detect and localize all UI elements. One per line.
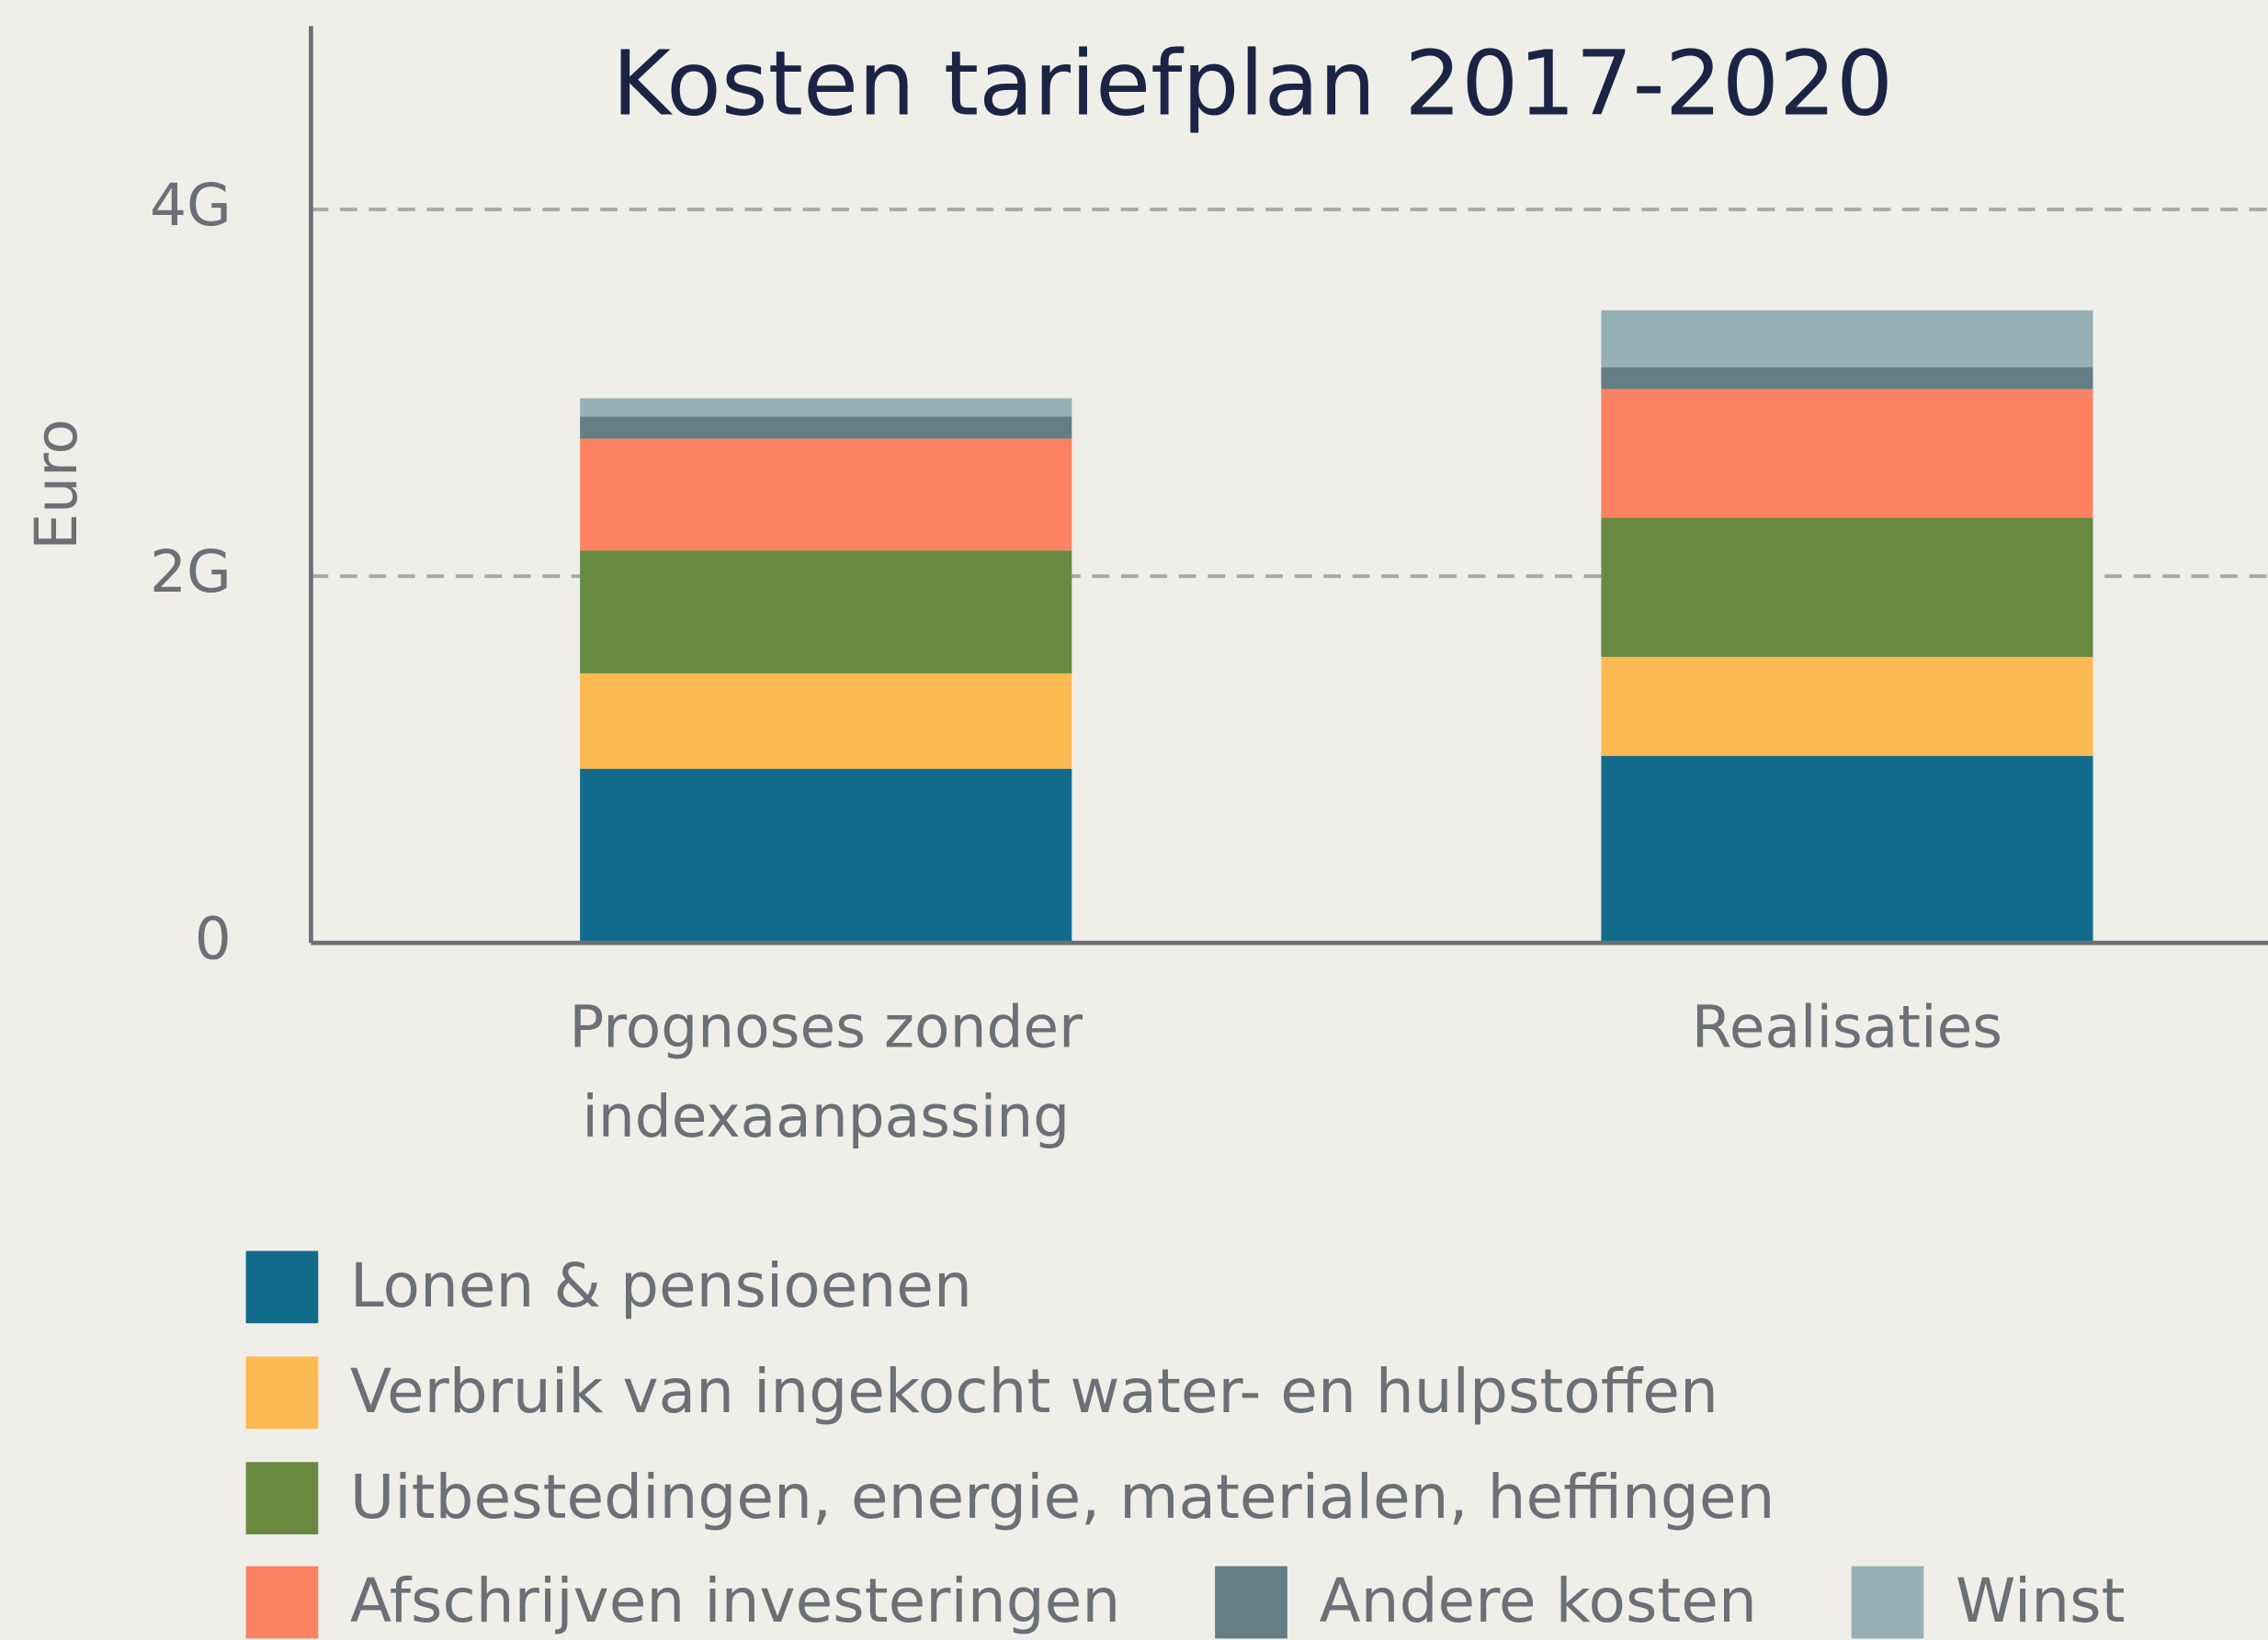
- bar-segment: [580, 673, 1072, 769]
- y-tick-label: 2G: [150, 538, 232, 605]
- y-tick-label: 0: [195, 905, 232, 972]
- bar-segment: [580, 768, 1072, 944]
- legend-swatch: [245, 1250, 319, 1324]
- legend-swatch: [245, 1462, 319, 1535]
- x-tick-label: Prognoses zonder indexaanpassing: [569, 994, 1083, 1151]
- x-tick-label: Realisaties: [1691, 994, 2003, 1062]
- legend-label: Winst: [1956, 1566, 2126, 1636]
- bar-segment: [1601, 755, 2093, 944]
- bar-segment: [580, 438, 1072, 551]
- legend-label: Afschrijven investeringen: [350, 1566, 1120, 1636]
- bar-segment: [1601, 656, 2093, 756]
- bar-segment: [1601, 367, 2093, 390]
- bar-segment: [580, 416, 1072, 439]
- legend-swatch: [245, 1356, 319, 1430]
- x-tick-label-box: Prognoses zonder indexaanpassing: [569, 994, 1083, 1151]
- legend-swatch: [1215, 1566, 1287, 1639]
- legend-label: Lonen & pensioenen: [350, 1250, 972, 1321]
- bar-segment: [1601, 517, 2093, 657]
- legend-swatch: [245, 1566, 319, 1639]
- x-tick-label-box: Realisaties: [1691, 994, 2003, 1062]
- bar-segment: [580, 398, 1072, 417]
- bar-segment: [580, 550, 1072, 673]
- legend-label: Andere kosten: [1319, 1566, 1756, 1636]
- y-tick-label: 4G: [150, 172, 232, 239]
- legend-label: Verbruik van ingekocht water- en hulpsto…: [350, 1356, 1718, 1427]
- legend-swatch: [1851, 1566, 1924, 1639]
- legend-label: Uitbestedingen, energie, materialen, hef…: [350, 1462, 1775, 1533]
- chart-title: Kosten tariefplan 2017-2020: [612, 31, 1893, 136]
- y-axis-label: Euro: [23, 419, 90, 550]
- bar-segment: [1601, 310, 2093, 368]
- bar-segment: [1601, 389, 2093, 518]
